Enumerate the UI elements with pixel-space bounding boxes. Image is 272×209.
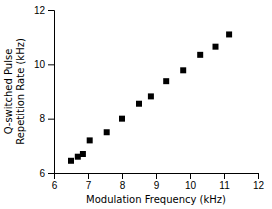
tick-mark [122,173,123,179]
y-axis-title-line: Repetition Rate (kHz) [15,38,26,145]
tick-label: 8 [120,180,126,191]
tick-mark [258,173,259,179]
tick: 11 [219,173,230,191]
y-axis-title-line: Q-switched Pulse [3,49,14,135]
tick-label: 10 [185,180,197,191]
point [163,78,169,84]
point [148,93,154,99]
tick: 12 [34,5,54,16]
tick: 6 [52,173,58,191]
x-axis-line [55,174,259,180]
tick-label: 11 [219,180,230,191]
tick-label: 6 [39,168,45,179]
tick: 9 [154,173,160,191]
point [80,151,86,157]
tick-label: 6 [52,180,58,191]
tick: 12 [253,173,265,191]
y-axis-title: Q-switched PulseRepetition Rate (kHz) [3,38,26,145]
point [180,67,186,73]
tick: 10 [185,173,197,191]
point [119,116,125,122]
tick-mark [48,10,54,11]
tick: 6 [39,168,54,179]
tick-label: 10 [34,59,46,70]
tick-label: 12 [253,180,265,191]
tick-label: 8 [39,113,45,124]
tick-label: 7 [86,180,92,191]
points [68,31,232,163]
tick-mark [48,119,54,120]
plot: 6 7 8 9 10 11 12 6 8 10 12 Modulation Frequency (kH… [3,5,264,205]
point [197,52,203,58]
point [213,44,219,50]
tick-mark [48,173,54,174]
tick: 8 [120,173,126,191]
chart: 6 7 8 9 10 11 12 6 8 10 12 Modulation Frequency (kH… [0,0,272,209]
tick: 8 [39,113,54,124]
point [87,137,93,143]
tick-label: 9 [154,180,160,191]
point [68,158,74,164]
tick-mark [190,173,191,179]
tick-label: 12 [34,5,46,16]
point [226,31,232,37]
y-axis: 6 8 10 12 [34,5,55,179]
x-axis: 6 7 8 9 10 11 12 [52,173,265,191]
point [104,129,110,135]
tick: 10 [34,59,54,70]
y-axis-line [48,11,55,174]
tick-mark [88,173,89,179]
x-axis-title: Modulation Frequency (kHz) [86,194,226,205]
tick: 7 [86,173,92,191]
tick-mark [156,173,157,179]
tick-mark [224,173,225,179]
tick-mark [48,64,54,65]
point [136,101,142,107]
